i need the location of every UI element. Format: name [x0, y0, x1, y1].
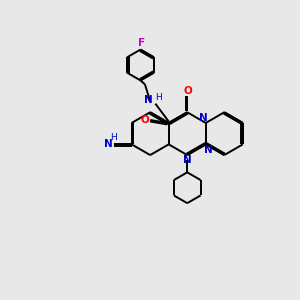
Text: N: N — [204, 145, 212, 155]
Text: O: O — [184, 85, 193, 96]
Text: N: N — [104, 139, 113, 149]
Text: N: N — [184, 155, 192, 165]
Text: F: F — [137, 38, 145, 48]
Text: N: N — [144, 95, 153, 105]
Text: H: H — [110, 133, 117, 142]
Text: O: O — [141, 115, 149, 125]
Text: N: N — [199, 112, 208, 123]
Text: H: H — [155, 93, 162, 102]
